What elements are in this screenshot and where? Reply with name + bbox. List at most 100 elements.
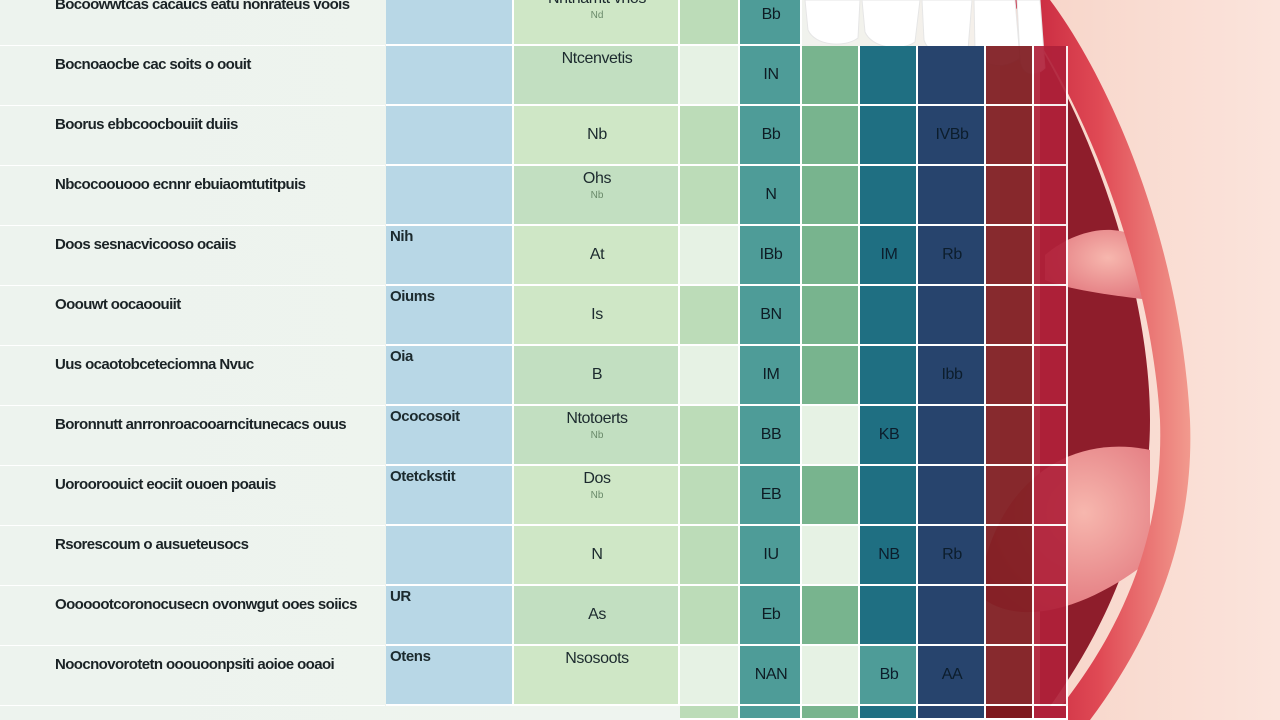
table-cell <box>514 226 680 286</box>
table-cell <box>680 166 740 226</box>
cell-code-text: Ibb <box>941 366 963 383</box>
cell-code-text: BB <box>760 426 782 443</box>
row-divider <box>0 345 385 346</box>
table-cell <box>680 226 740 286</box>
table-cell <box>1034 466 1068 526</box>
table-cell <box>740 406 802 466</box>
table-cell <box>514 286 680 346</box>
cell-code-text: NAN <box>754 666 788 683</box>
row-divider <box>0 105 385 106</box>
table-cell <box>514 466 680 526</box>
table-cell <box>514 406 680 466</box>
cell-code-text: N <box>765 186 777 203</box>
cell-value-text: B <box>591 366 603 383</box>
table-cell <box>986 646 1034 706</box>
table-cell <box>1034 406 1068 466</box>
row-label: Noocnovorotetn ooouoonpsiti aoioe ooaoi <box>55 656 335 673</box>
table-cell <box>802 106 860 166</box>
table-cell <box>386 646 514 706</box>
cell-category-text: Ococosoit <box>390 408 460 425</box>
table-cell <box>802 46 860 106</box>
cell-category-text: UR <box>390 588 411 605</box>
table-cell <box>860 406 918 466</box>
cell-code-text: EB <box>760 486 782 503</box>
cell-subvalue-text: Nb <box>590 490 604 501</box>
table-cell <box>1034 106 1068 166</box>
row-label: Bocnoaocbe cac soits o oouit <box>55 56 251 73</box>
table-cell <box>918 286 986 346</box>
table-cell <box>514 46 680 106</box>
table-cell <box>802 166 860 226</box>
cell-value-text: As <box>588 606 606 623</box>
table-cell <box>860 286 918 346</box>
table-cell <box>680 406 740 466</box>
table-cell <box>740 526 802 586</box>
table-cell <box>680 46 740 106</box>
table-cell <box>514 586 680 646</box>
table-cell <box>680 466 740 526</box>
cell-code-text: NB <box>878 546 900 563</box>
row-divider <box>0 45 385 46</box>
table-cell <box>1034 646 1068 706</box>
table-cell <box>386 0 514 46</box>
table-cell <box>1034 286 1068 346</box>
table-cell <box>514 646 680 706</box>
table-cell <box>740 586 802 646</box>
table-cell <box>918 46 986 106</box>
tongue-upper <box>1045 229 1150 300</box>
table-cell <box>680 286 740 346</box>
row-label: Uorooroouict eociit ouoen poauis <box>55 476 276 493</box>
row-label: Bocoowwtcas cacaucs eatu nonrateus voois <box>55 0 350 13</box>
table-cell <box>802 226 860 286</box>
table-cell <box>860 46 918 106</box>
table-cell <box>1034 46 1068 106</box>
table-cell <box>986 226 1034 286</box>
row-divider <box>0 645 385 646</box>
table-cell <box>514 106 680 166</box>
cell-value-text: At <box>589 246 605 263</box>
cell-subvalue-text: Nd <box>590 10 604 21</box>
table-cell <box>986 586 1034 646</box>
cell-category-text: Nih <box>390 228 413 245</box>
cell-code-text: IU <box>763 546 779 563</box>
table-cell <box>860 646 918 706</box>
table-cell <box>740 226 802 286</box>
cell-code-text: Bb <box>761 6 781 23</box>
row-label: Doos sesnacvicooso ocaiis <box>55 236 237 253</box>
table-cell <box>918 706 986 720</box>
row-label: Nbcocoouooo ecnnr ebuiaomtutitpuis <box>55 176 306 193</box>
table-cell <box>1034 226 1068 286</box>
lip-outline <box>1010 0 1191 720</box>
table-cell <box>802 586 860 646</box>
cell-value-text: Nsosoots <box>565 650 629 667</box>
table-cell <box>986 706 1034 720</box>
table-cell <box>680 586 740 646</box>
table-cell <box>386 46 514 106</box>
cell-code-text: IM <box>762 366 780 383</box>
cell-code-text: Rb <box>942 246 962 263</box>
table-cell <box>918 226 986 286</box>
table-cell <box>1034 526 1068 586</box>
cell-code-text: Bb <box>879 666 899 683</box>
table-cell <box>1034 586 1068 646</box>
cell-code-text: KB <box>878 426 900 443</box>
table-cell <box>1034 166 1068 226</box>
cell-code-text: Bb <box>761 126 781 143</box>
table-cell <box>740 466 802 526</box>
table-cell <box>740 346 802 406</box>
table-cell <box>860 106 918 166</box>
table-cell <box>386 226 514 286</box>
table-cell <box>918 106 986 166</box>
table-cell <box>740 646 802 706</box>
table-cell <box>986 466 1034 526</box>
cell-code-text: Eb <box>761 606 781 623</box>
row-label: Uus ocaotobceteciomna Nvuc <box>55 356 254 373</box>
table-cell <box>860 226 918 286</box>
table-cell <box>802 286 860 346</box>
table-cell <box>680 706 740 720</box>
cell-category-text: Oia <box>390 348 413 365</box>
table-cell <box>860 706 918 720</box>
cell-value-text: Ntotoerts <box>566 410 628 427</box>
table-cell <box>918 346 986 406</box>
table-cell <box>986 406 1034 466</box>
